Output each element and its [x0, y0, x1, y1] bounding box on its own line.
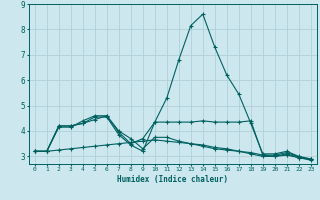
X-axis label: Humidex (Indice chaleur): Humidex (Indice chaleur) — [117, 175, 228, 184]
